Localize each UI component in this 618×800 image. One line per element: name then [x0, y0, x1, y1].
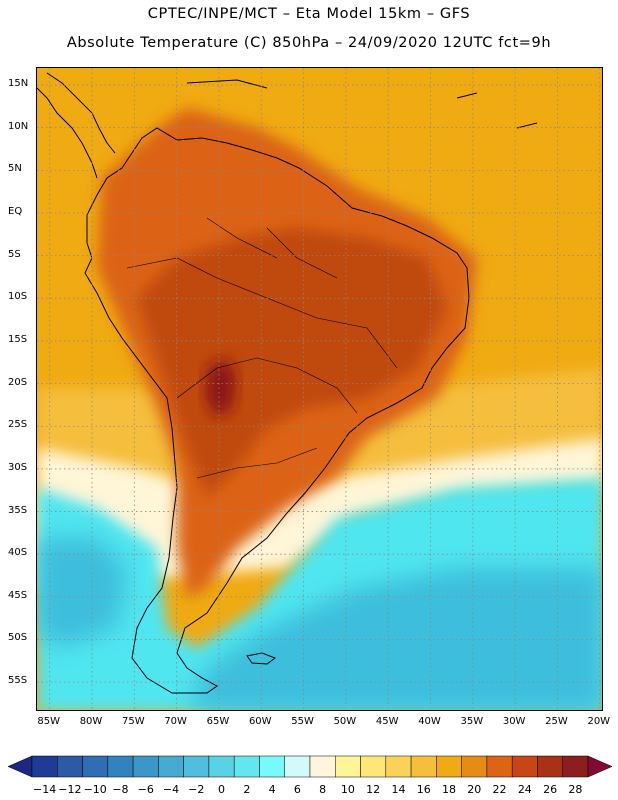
- longitude-label: 20W: [587, 716, 611, 727]
- colorbar-tick-label: −2: [188, 783, 205, 796]
- colorbar-tick-label: −8: [112, 783, 129, 796]
- colorbar-swatch: [233, 755, 260, 778]
- colorbar-swatch: [31, 755, 58, 778]
- colorbar-swatch: [183, 755, 210, 778]
- colorbar: [7, 755, 613, 778]
- colorbar-swatch: [284, 755, 311, 778]
- colorbar-tick-label: 16: [416, 783, 431, 796]
- colorbar-swatch: [410, 755, 437, 778]
- colorbar-swatches: [7, 755, 613, 778]
- latitude-label: 5S: [8, 248, 21, 260]
- latitude-label: 20S: [8, 376, 28, 388]
- land-temperature: [97, 108, 477, 598]
- graticule: [37, 68, 602, 710]
- land-hottest-core: [205, 358, 237, 418]
- latitude-label: 50S: [8, 632, 28, 644]
- longitude-label: 45W: [375, 716, 399, 727]
- colorbar-tick-label: −14: [33, 783, 57, 796]
- colorbar-tick-label: −6: [137, 783, 154, 796]
- longitude-label: 30W: [502, 716, 526, 727]
- colorbar-tick-label: 20: [467, 783, 482, 796]
- colorbar-tick-label: −12: [58, 783, 82, 796]
- colorbar-tick-label: −10: [83, 783, 107, 796]
- latitude-label: 25S: [8, 419, 28, 431]
- colorbar-tick-label: 4: [268, 783, 276, 796]
- map-subtitle: Absolute Temperature (C) 850hPa – 24/09/…: [66, 35, 552, 51]
- longitude-label: 40W: [418, 716, 441, 727]
- colorbar-tick-label: −4: [162, 783, 180, 796]
- latitude-label: 10S: [8, 291, 28, 303]
- colorbar-over-arrow: [587, 755, 613, 778]
- longitude-label: 70W: [164, 716, 187, 727]
- longitude-label: 50W: [333, 716, 357, 727]
- latitude-label: 15S: [8, 333, 28, 345]
- colorbar-swatch: [335, 755, 361, 778]
- colorbar-swatch: [385, 755, 412, 778]
- colorbar-tick-label: 24: [517, 783, 532, 796]
- longitude-label: 25W: [545, 716, 568, 727]
- colorbar-under-arrow: [7, 755, 33, 778]
- longitude-label: 60W: [248, 716, 272, 727]
- colorbar-swatch: [486, 755, 513, 778]
- falkland-islands: [246, 652, 277, 665]
- latitude-label: 10N: [8, 120, 29, 132]
- colorbar-tick-label: 14: [391, 783, 406, 796]
- colorbar-swatch: [158, 755, 184, 778]
- ocean-cold-band-west: [37, 538, 127, 648]
- latitude-label: 40S: [8, 547, 28, 559]
- latitude-label: 30S: [8, 461, 28, 473]
- colorbar-swatch: [511, 755, 538, 778]
- colorbar-swatch: [360, 755, 387, 778]
- longitude-label: 55W: [291, 716, 314, 727]
- temperature-map: [36, 67, 603, 711]
- colorbar-tick-label: 26: [543, 783, 558, 796]
- colorbar-swatch: [436, 755, 462, 778]
- longitude-label: 35W: [460, 716, 484, 727]
- map-canvas: [37, 68, 602, 710]
- colorbar-swatch: [562, 755, 589, 778]
- latitude-label: 55S: [8, 675, 28, 687]
- caribbean-islands: [186, 79, 538, 129]
- longitude-label: 80W: [79, 716, 103, 727]
- latitude-label: 5N: [8, 163, 22, 175]
- latitude-label: 45S: [8, 589, 28, 601]
- colorbar-tick-label: 22: [492, 783, 507, 796]
- colorbar-tick-label: 18: [442, 783, 456, 796]
- colorbar-swatch: [537, 755, 563, 778]
- colorbar-tick-label: 28: [568, 783, 583, 796]
- latitude-label: 15N: [8, 78, 29, 90]
- colorbar-tick-label: 6: [293, 783, 301, 796]
- colorbar-tick-label: 10: [340, 783, 355, 796]
- colorbar-tick-label: 2: [243, 783, 251, 796]
- colorbar-swatch: [309, 755, 336, 778]
- colorbar-swatch: [208, 755, 235, 778]
- map-title: CPTEC/INPE/MCT – Eta Model 15km – GFS: [147, 6, 471, 22]
- colorbar-tick-label: 0: [218, 783, 226, 796]
- colorbar-swatch: [57, 755, 83, 778]
- longitude-label: 75W: [122, 716, 145, 727]
- colorbar-swatch: [107, 755, 134, 778]
- colorbar-swatch: [132, 755, 159, 778]
- colorbar-swatch: [82, 755, 109, 778]
- colorbar-swatch: [259, 755, 285, 778]
- south-america-coastline: [84, 127, 470, 694]
- ocean-cold-band: [187, 568, 602, 710]
- colorbar-tick-label: 12: [366, 783, 381, 796]
- colorbar-swatch: [461, 755, 488, 778]
- longitude-label: 65W: [206, 716, 230, 727]
- latitude-label: EQ: [8, 206, 23, 217]
- land-hot-region: [137, 228, 447, 498]
- latitude-label: 35S: [8, 504, 28, 516]
- colorbar-tick-label: 8: [319, 783, 327, 796]
- longitude-label: 85W: [37, 716, 60, 727]
